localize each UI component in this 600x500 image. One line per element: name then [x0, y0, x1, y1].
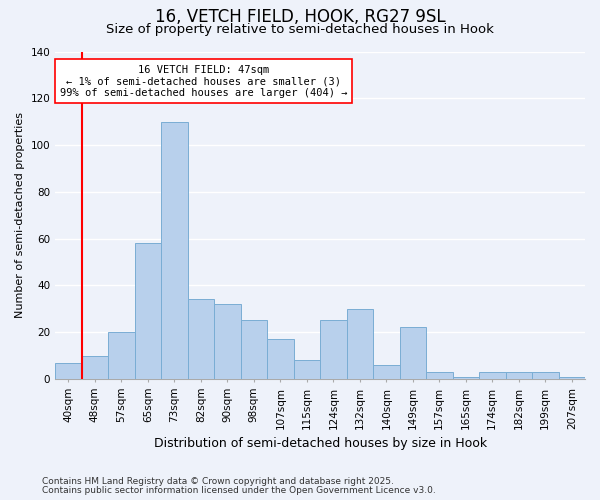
Text: Contains public sector information licensed under the Open Government Licence v3: Contains public sector information licen… — [42, 486, 436, 495]
Bar — [532, 372, 559, 379]
Text: 16 VETCH FIELD: 47sqm
← 1% of semi-detached houses are smaller (3)
99% of semi-d: 16 VETCH FIELD: 47sqm ← 1% of semi-detac… — [60, 64, 347, 98]
X-axis label: Distribution of semi-detached houses by size in Hook: Distribution of semi-detached houses by … — [154, 437, 487, 450]
Bar — [134, 244, 161, 379]
Bar — [108, 332, 134, 379]
Bar — [82, 356, 108, 379]
Bar — [400, 328, 426, 379]
Text: Contains HM Land Registry data © Crown copyright and database right 2025.: Contains HM Land Registry data © Crown c… — [42, 477, 394, 486]
Text: Size of property relative to semi-detached houses in Hook: Size of property relative to semi-detach… — [106, 22, 494, 36]
Bar — [267, 339, 293, 379]
Bar — [214, 304, 241, 379]
Bar — [373, 365, 400, 379]
Bar — [293, 360, 320, 379]
Bar — [426, 372, 452, 379]
Bar — [506, 372, 532, 379]
Y-axis label: Number of semi-detached properties: Number of semi-detached properties — [15, 112, 25, 318]
Bar — [452, 376, 479, 379]
Bar — [320, 320, 347, 379]
Bar — [55, 362, 82, 379]
Bar — [559, 376, 585, 379]
Text: 16, VETCH FIELD, HOOK, RG27 9SL: 16, VETCH FIELD, HOOK, RG27 9SL — [155, 8, 445, 26]
Bar — [241, 320, 267, 379]
Bar — [161, 122, 188, 379]
Bar — [347, 308, 373, 379]
Bar — [188, 300, 214, 379]
Bar — [479, 372, 506, 379]
